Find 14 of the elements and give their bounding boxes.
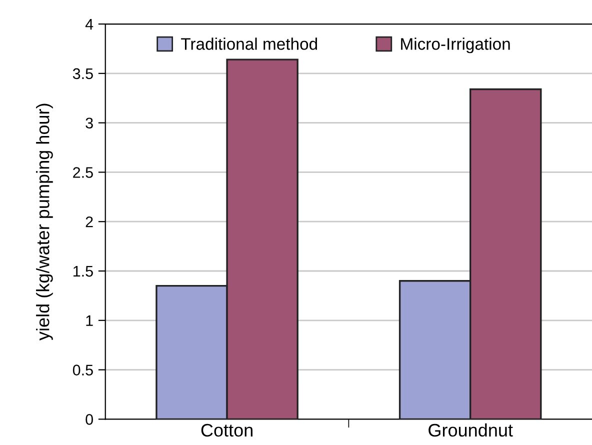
y-tick-label: 4 [85,19,94,30]
y-tick-label: 1 [86,315,93,326]
y-tick-label: 2 [86,216,93,228]
legend-label: Micro-Irrigation [401,38,510,54]
y-tick-label: 2.5 [73,167,93,178]
legend-label: Traditional method [181,38,317,50]
y-tick-label: 3 [86,118,93,129]
y-tick-label: 3.5 [72,68,93,80]
y-tick-label: 0.5 [72,364,93,376]
y-axis-title: yield (kg/water pumping hour) [36,104,53,340]
x-tick-label: Groundnut [428,423,513,437]
y-tick-label: 0 [86,414,93,425]
x-tick-label: Cotton [201,424,252,437]
y-tick-label: 1.5 [74,266,93,277]
